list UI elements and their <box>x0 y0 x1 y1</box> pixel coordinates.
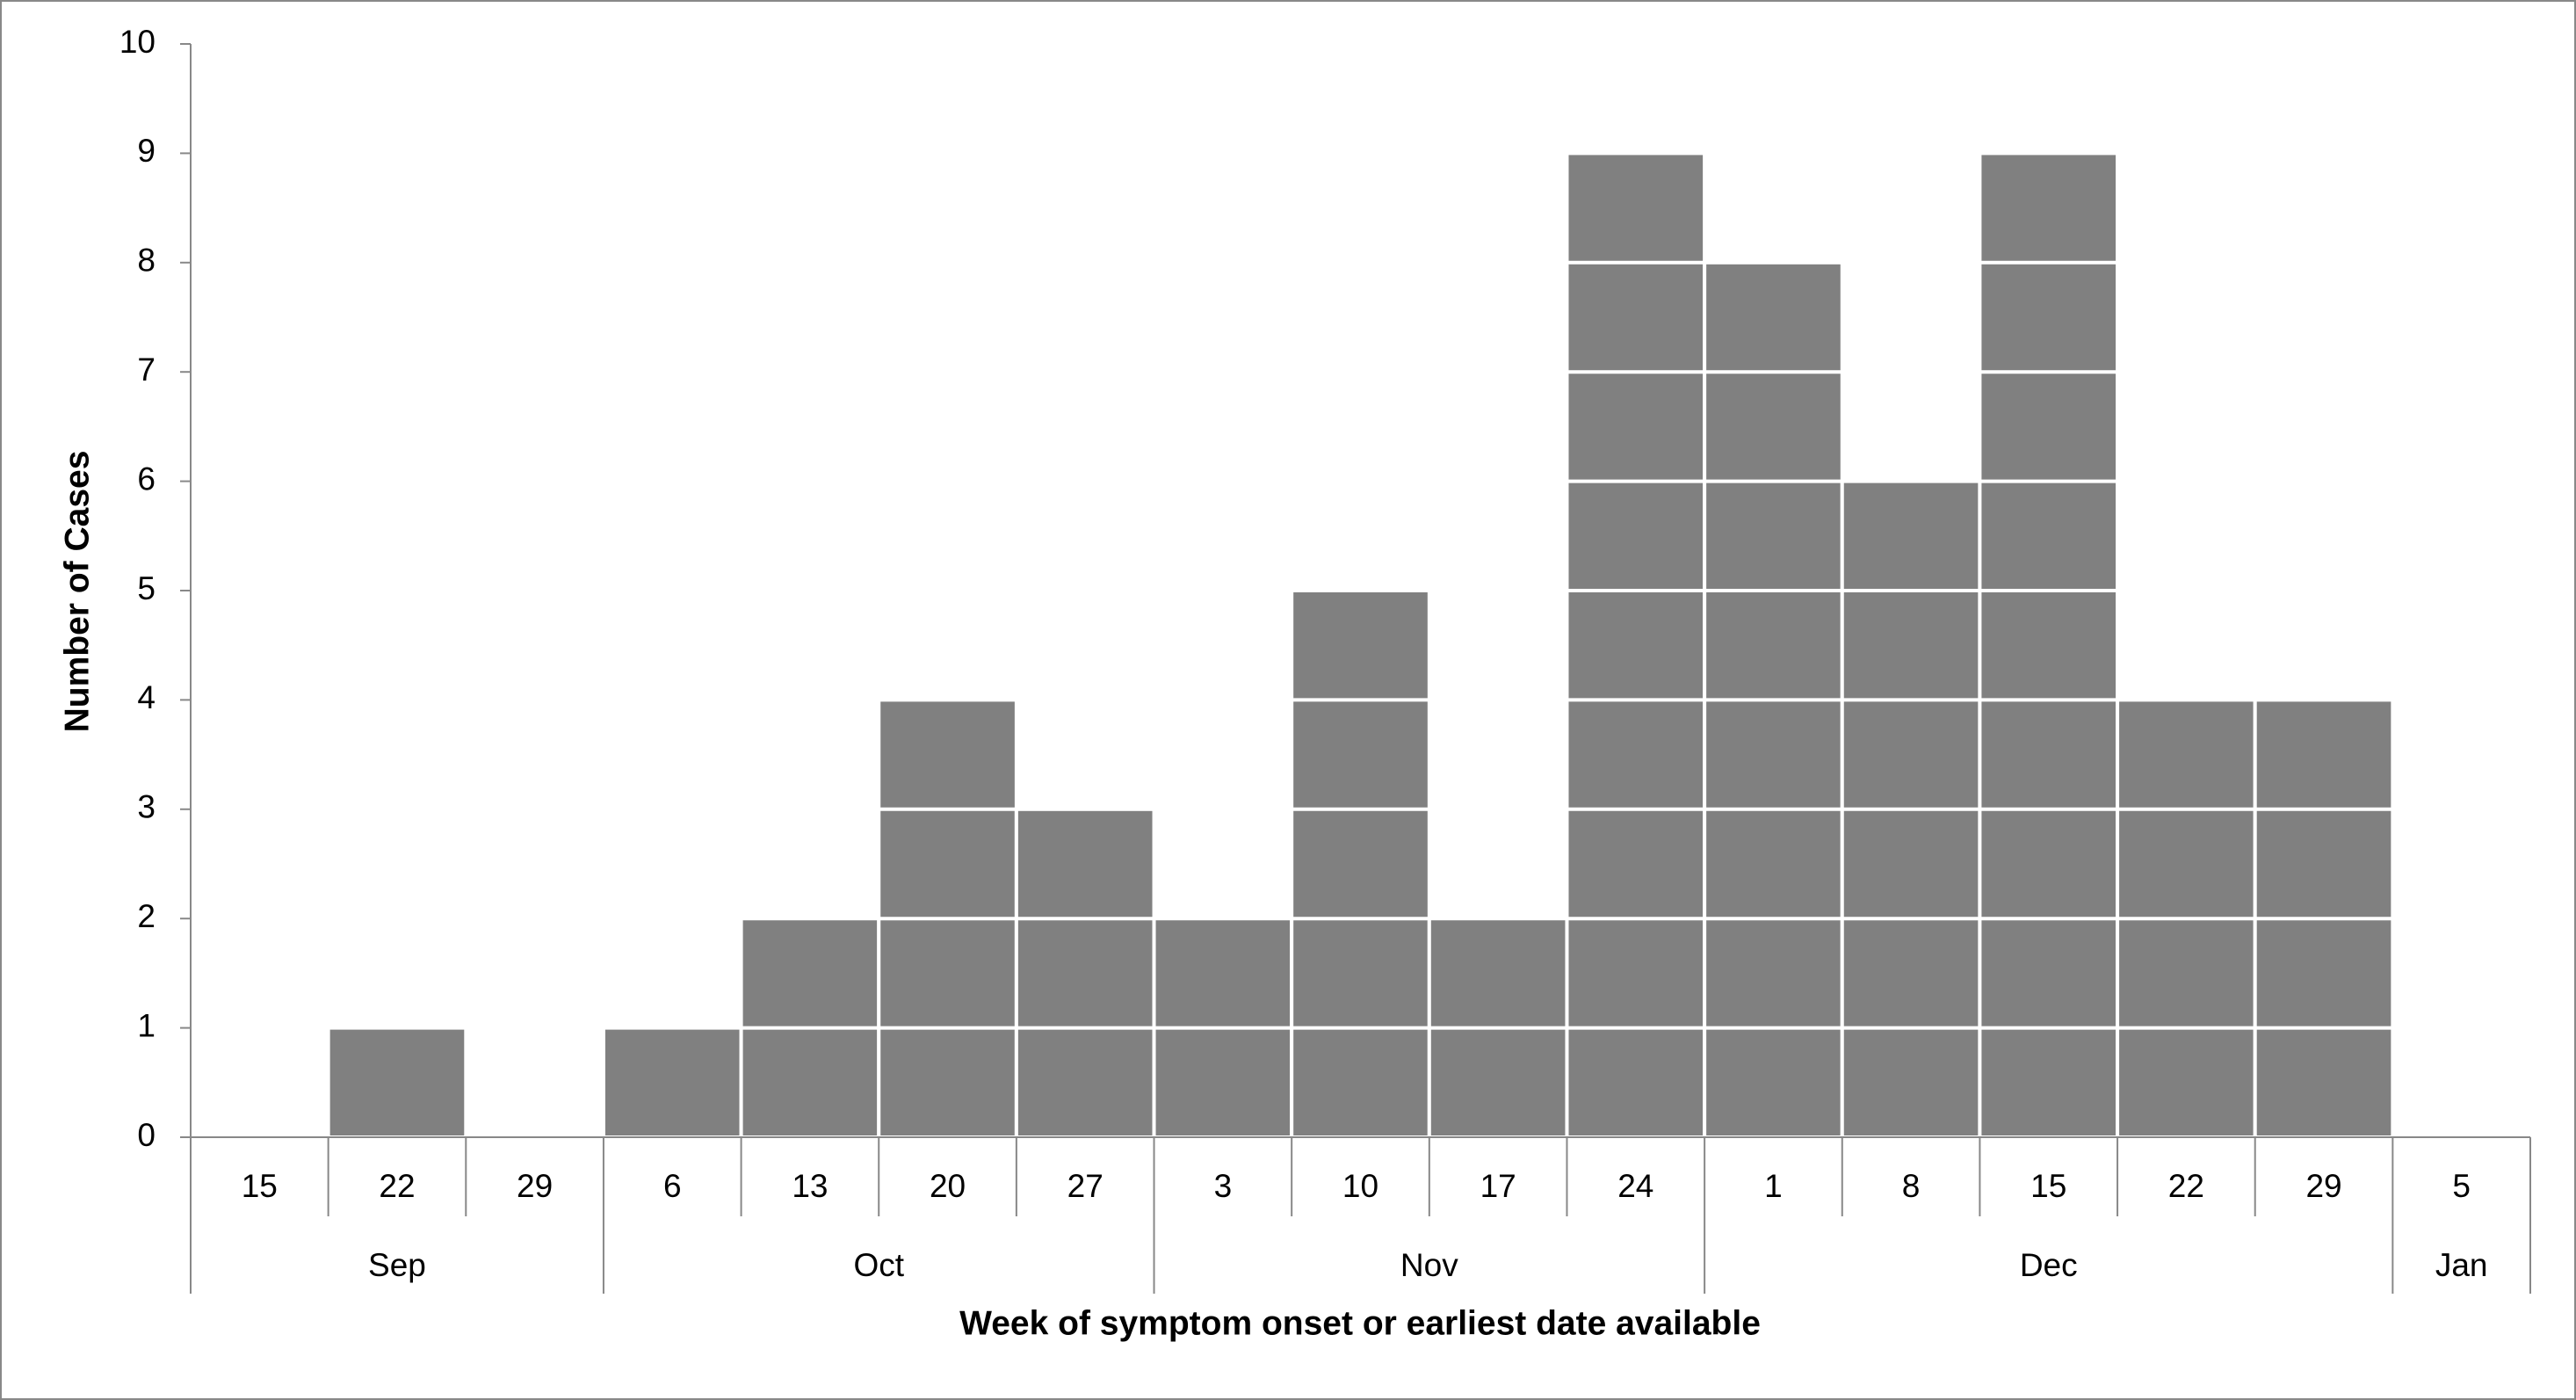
month-label: Jan <box>2435 1247 2488 1283</box>
y-tick-label: 8 <box>137 243 156 279</box>
bar <box>601 1026 743 1139</box>
x-tick-label: 17 <box>1480 1168 1516 1204</box>
y-tick-label: 0 <box>137 1117 156 1153</box>
x-tick-label: 22 <box>379 1168 415 1204</box>
y-axis-title: Number of Cases <box>58 451 96 733</box>
month-label: Sep <box>368 1247 426 1283</box>
x-tick-label: 8 <box>1902 1168 1921 1204</box>
x-tick-label: 13 <box>792 1168 828 1204</box>
x-tick-label: 29 <box>517 1168 553 1204</box>
x-tick-label: 5 <box>2452 1168 2471 1204</box>
x-axis-title: Week of symptom onset or earliest date a… <box>959 1304 1761 1342</box>
y-tick-label: 1 <box>137 1007 156 1043</box>
month-label: Nov <box>1400 1247 1458 1283</box>
y-tick-label: 7 <box>137 352 156 388</box>
x-tick-label: 10 <box>1342 1168 1378 1204</box>
y-tick-label: 3 <box>137 789 156 825</box>
y-tick-label: 9 <box>137 133 156 169</box>
x-tick-label: 27 <box>1067 1168 1103 1204</box>
y-tick-label: 2 <box>137 898 156 934</box>
y-tick-label: 6 <box>137 461 156 497</box>
y-tick-label: 10 <box>119 24 156 60</box>
month-label: Oct <box>853 1247 904 1283</box>
bar <box>1290 589 1431 1139</box>
x-tick-label: 6 <box>663 1168 682 1204</box>
month-label: Dec <box>2020 1247 2078 1283</box>
bar <box>326 1026 468 1139</box>
x-tick-label: 24 <box>1617 1168 1653 1204</box>
x-tick-label: 29 <box>2305 1168 2341 1204</box>
y-tick-label: 4 <box>137 679 156 715</box>
x-tick-label: 20 <box>930 1168 966 1204</box>
x-tick-label: 3 <box>1214 1168 1233 1204</box>
x-tick-label: 22 <box>2168 1168 2204 1204</box>
bar <box>1014 807 1156 1139</box>
bar <box>1565 151 1707 1139</box>
x-tick-label: 15 <box>2030 1168 2066 1204</box>
x-tick-label: 1 <box>1764 1168 1783 1204</box>
y-tick-label: 5 <box>137 570 156 606</box>
bar <box>1978 151 2120 1139</box>
x-tick-label: 15 <box>242 1168 278 1204</box>
